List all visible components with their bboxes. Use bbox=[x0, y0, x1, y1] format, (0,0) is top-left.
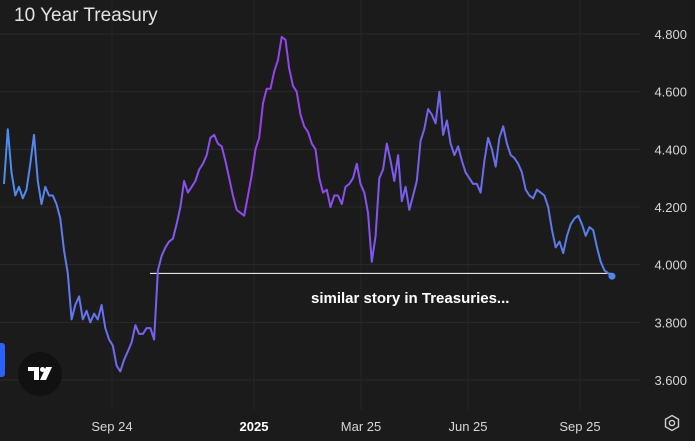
x-tick-label: 2025 bbox=[240, 419, 269, 434]
x-tick-label: Sep 24 bbox=[91, 419, 132, 434]
grid-lines bbox=[0, 0, 640, 410]
y-tick-label: 4.000 bbox=[654, 258, 687, 273]
chart-annotation: similar story in Treasuries... bbox=[311, 290, 510, 307]
chart-title: 10 Year Treasury bbox=[14, 5, 158, 26]
x-axis: Sep 24 2025 Mar 25 Jun 25 Sep 25 bbox=[91, 419, 600, 434]
y-axis: 4.800 4.600 4.400 4.200 4.000 3.800 3.600 bbox=[654, 27, 687, 388]
tradingview-logo[interactable] bbox=[18, 352, 62, 396]
tradingview-logo-icon bbox=[28, 367, 52, 380]
y-tick-label: 3.800 bbox=[654, 315, 687, 330]
series-line-10y-treasury bbox=[3, 35, 613, 373]
y-tick-label: 4.200 bbox=[654, 200, 687, 215]
gear-icon[interactable] bbox=[663, 414, 681, 432]
y-tick-label: 4.800 bbox=[654, 27, 687, 42]
side-panel-tab[interactable] bbox=[0, 343, 5, 377]
x-tick-label: Jun 25 bbox=[448, 419, 487, 434]
y-tick-label: 4.400 bbox=[654, 142, 687, 157]
y-tick-label: 4.600 bbox=[654, 85, 687, 100]
y-tick-label: 3.600 bbox=[654, 373, 687, 388]
x-tick-label: Sep 25 bbox=[559, 419, 600, 434]
x-tick-label: Mar 25 bbox=[341, 419, 381, 434]
last-value-marker bbox=[608, 272, 616, 280]
